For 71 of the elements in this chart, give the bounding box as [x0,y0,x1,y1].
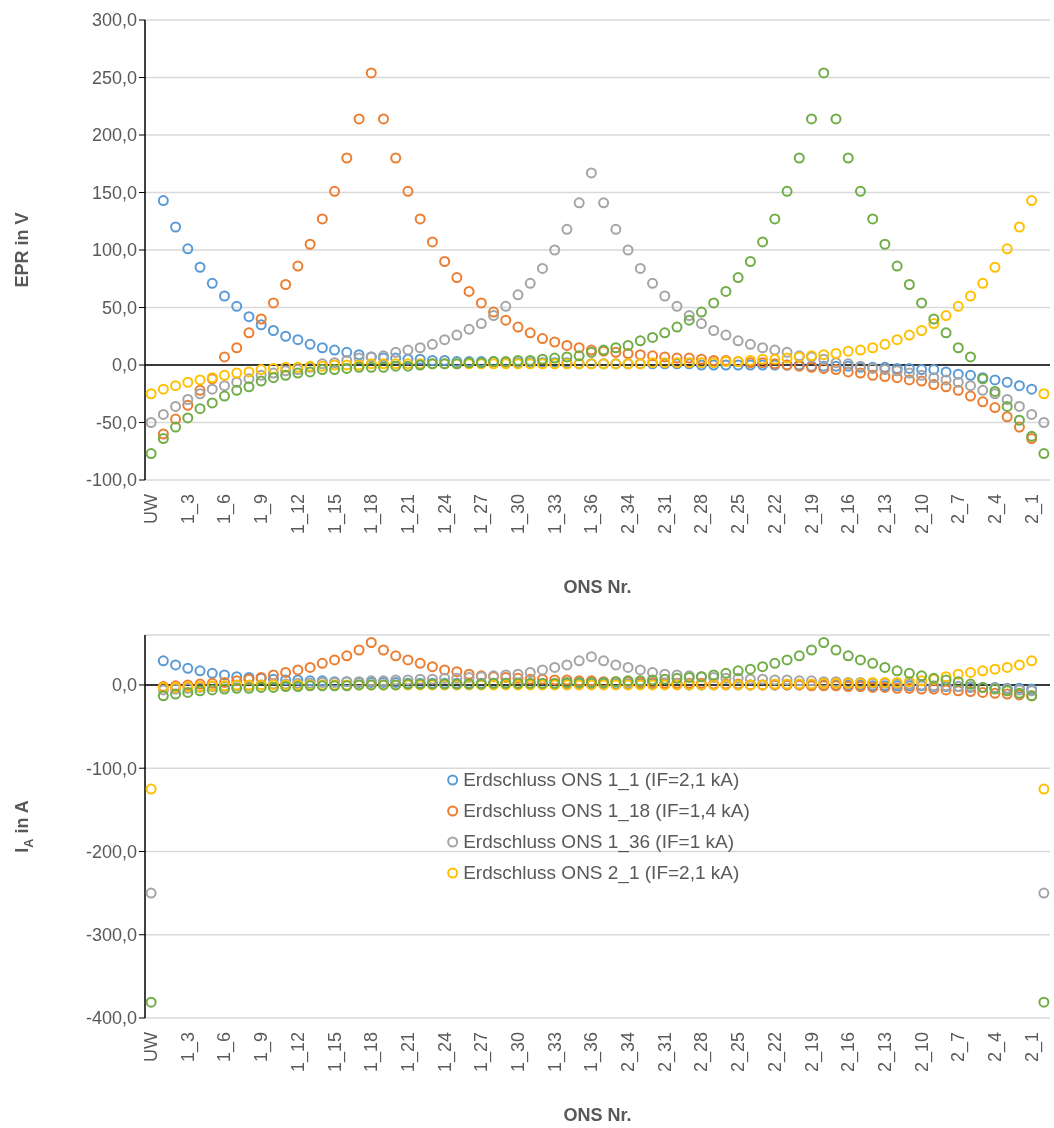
y-tick-label: -50,0 [95,412,137,433]
x-tick-label: 1_9 [251,1032,273,1063]
x-tick-label: 1_12 [287,494,309,535]
x-tick-label: 1_3 [177,494,199,525]
x-tick-label: 1_18 [361,1032,383,1073]
y-tick-label: 300,0 [91,10,137,31]
x-tick-label: 2_4 [984,494,1006,525]
x-tick-label: 1_30 [508,494,530,535]
x-tick-label: 1_15 [324,1032,346,1073]
x-tick-label: 1_33 [544,494,566,535]
x-tick-label: 2_16 [838,494,860,535]
x-tick-label: 2_1 [1021,1032,1043,1063]
x-tick-label: 2_31 [654,494,676,535]
x-tick-label: 1_33 [544,1032,566,1073]
x-tick-label: 1_9 [251,494,273,525]
y-tick-label: -300,0 [85,925,137,946]
x-tick-label: 1_21 [397,494,419,535]
y-tick-label: -400,0 [85,1008,137,1029]
x-tick-label: 2_25 [728,494,750,535]
x-tick-label: 2_13 [874,494,896,535]
x-tick-label: 1_24 [434,494,456,535]
x-tick-label: 1_18 [361,494,383,535]
x-tick-label: 1_6 [214,494,236,525]
x-tick-label: 2_16 [838,1032,860,1073]
x-tick-label: 1_27 [471,1032,493,1073]
y-axis-title: EPR in V [12,212,32,288]
legend-label: Erdschluss ONS 1_1 (IF=2,1 kA) [463,769,740,791]
x-tick-label: 1_15 [324,494,346,535]
x-tick-label: 1_21 [397,1032,419,1073]
x-tick-label: 2_7 [948,1032,970,1063]
x-tick-label: 1_24 [434,1032,456,1073]
x-axis-title: ONS Nr. [563,1105,632,1125]
x-tick-label: 2_13 [874,1032,896,1073]
y-tick-label: -100,0 [85,758,137,779]
x-tick-label: 1_36 [581,1032,603,1073]
y-tick-label: 150,0 [91,182,137,203]
legend-label: Erdschluss ONS 1_18 (IF=1,4 kA) [463,800,750,822]
x-tick-label: 2_28 [691,1032,713,1073]
x-tick-label: 2_22 [764,494,786,535]
x-tick-label: 2_34 [618,494,640,535]
x-tick-label: 2_10 [911,1032,933,1073]
x-tick-label: 2_25 [728,1032,750,1073]
y-tick-label: -200,0 [85,841,137,862]
x-tick-label: 2_10 [911,494,933,535]
x-tick-label: 1_3 [177,1032,199,1063]
x-tick-label: UW [141,1032,162,1062]
x-tick-label: 2_19 [801,1032,823,1073]
y-tick-label: 100,0 [91,240,137,261]
x-tick-label: 1_12 [287,1032,309,1073]
x-tick-label: 2_7 [948,494,970,525]
x-tick-label: 1_30 [508,1032,530,1073]
y-tick-label: -100,0 [85,470,137,491]
x-axis-title: ONS Nr. [563,577,632,597]
x-tick-label: 2_1 [1021,494,1043,525]
x-tick-label: 2_31 [654,1032,676,1073]
x-tick-label: 2_34 [618,1032,640,1073]
x-tick-label: 2_4 [984,1032,1006,1063]
x-tick-label: 2_28 [691,494,713,535]
y-tick-label: 250,0 [91,67,137,88]
x-tick-label: 1_6 [214,1032,236,1063]
x-tick-label: 1_36 [581,494,603,535]
y-tick-label: 0,0 [111,675,137,696]
legend-label: Erdschluss ONS 1_36 (IF=1 kA) [463,831,735,853]
x-tick-label: UW [141,494,162,524]
y-tick-label: 0,0 [111,355,137,376]
y-tick-label: 200,0 [91,125,137,146]
x-tick-label: 1_27 [471,494,493,535]
x-tick-label: 2_22 [764,1032,786,1073]
x-tick-label: 2_19 [801,494,823,535]
y-tick-label: 50,0 [101,297,137,318]
legend-label: Erdschluss ONS 2_1 (IF=2,1 kA) [463,862,740,884]
